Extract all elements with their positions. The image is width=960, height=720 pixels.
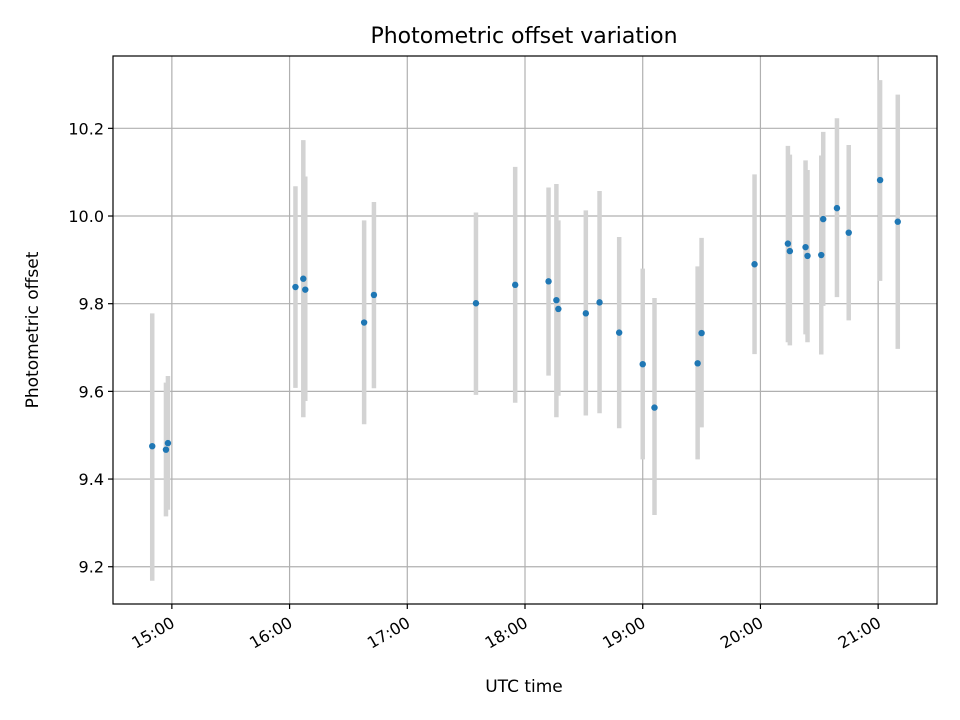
data-point <box>511 281 519 289</box>
data-point <box>698 329 705 337</box>
data-point <box>302 286 309 293</box>
data-point <box>818 251 825 259</box>
data-point <box>615 329 623 336</box>
data-point <box>472 300 480 307</box>
data-point <box>300 275 307 282</box>
y-tick-label: 9.2 <box>79 558 104 577</box>
data-point <box>833 204 841 212</box>
data-point <box>804 252 811 260</box>
data-point <box>545 278 552 285</box>
data-point <box>876 176 884 184</box>
data-point <box>164 439 172 447</box>
x-axis-label: UTC time <box>485 677 563 697</box>
y-tick-label: 10.2 <box>68 119 104 138</box>
y-axis-ticks: 9.2 9.4 9.6 9.8 10.0 10.2 <box>68 119 113 577</box>
data-point <box>582 310 590 317</box>
data-point <box>639 360 646 368</box>
y-tick-label: 9.8 <box>79 295 104 314</box>
data-point <box>370 291 378 299</box>
data-point <box>751 261 758 268</box>
data-point <box>786 247 794 255</box>
data-point <box>149 442 156 450</box>
data-point <box>820 215 827 223</box>
data-point <box>360 319 368 326</box>
data-point <box>596 299 603 306</box>
data-point <box>802 243 809 251</box>
y-tick-label: 9.4 <box>79 470 104 489</box>
data-point <box>162 446 170 453</box>
data-point <box>694 360 701 367</box>
data-point <box>845 229 852 236</box>
y-tick-label: 10.0 <box>68 207 104 226</box>
y-axis-label: Photometric offset <box>23 251 43 408</box>
data-point <box>651 404 658 411</box>
data-points <box>149 176 901 453</box>
data-point <box>292 283 299 291</box>
data-point <box>784 240 792 247</box>
data-point <box>553 296 560 304</box>
y-tick-label: 9.6 <box>79 382 104 401</box>
data-point <box>555 305 562 313</box>
data-point <box>894 218 901 225</box>
chart-title: Photometric offset variation <box>370 24 677 49</box>
